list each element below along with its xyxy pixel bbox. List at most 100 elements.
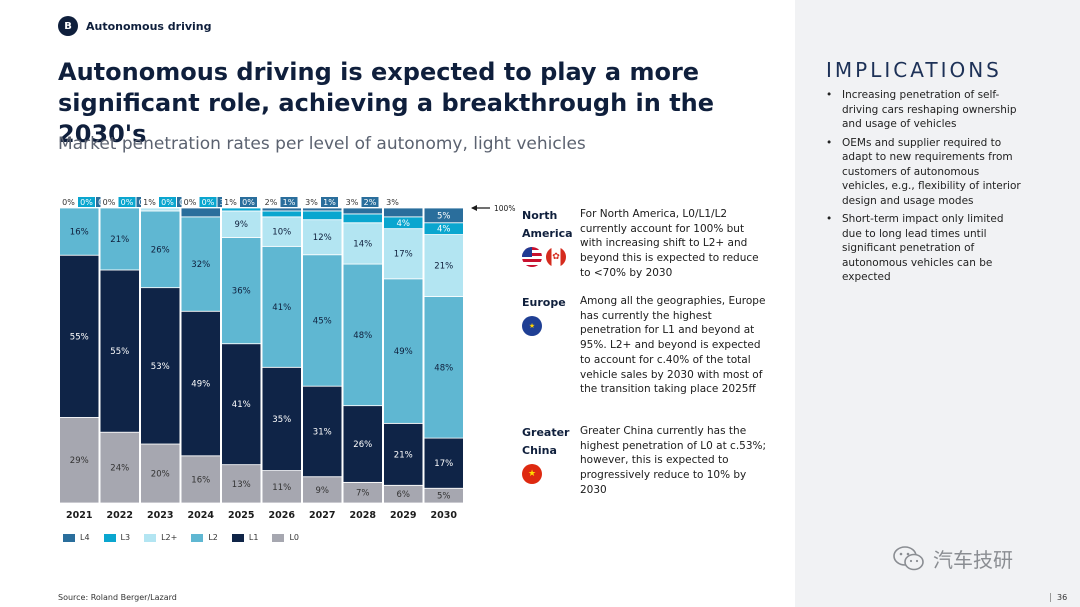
data-label-l4-2028: 2%	[364, 198, 377, 207]
data-label-l2-2030: 48%	[434, 363, 453, 373]
bar-segment-l4-2024	[180, 207, 221, 218]
bar-segment-l2plus-2030	[423, 234, 464, 297]
data-label-l0-2021: 29%	[70, 456, 89, 466]
data-label-l0-2026: 11%	[272, 483, 291, 493]
wechat-icon	[893, 545, 924, 570]
x-tick-label-2023: 2023	[147, 510, 173, 521]
region-header: Greater China ★	[522, 424, 580, 498]
legend-item-l3: L3	[103, 533, 130, 542]
implication-item: Increasing penetration of self-driving c…	[826, 88, 1026, 132]
region-name: Greater China	[522, 426, 570, 457]
bar-segment-l2plus-2028	[342, 222, 383, 265]
x-tick-label-2021: 2021	[66, 510, 92, 521]
legend-item-l4: L4	[63, 533, 90, 542]
data-label-l1-2021: 55%	[70, 332, 89, 342]
data-label-l2plus-2026: 10%	[272, 228, 291, 238]
x-tick-label-2026: 2026	[269, 510, 296, 521]
bar-segment-l4-2028	[342, 207, 383, 215]
data-label-l1-2023: 53%	[151, 362, 170, 372]
implication-item: OEMs and supplier required to adapt to n…	[826, 136, 1026, 209]
legend-swatch-l0	[272, 533, 285, 542]
data-label-l3-2030: 4%	[437, 225, 451, 235]
data-label-l2-2022: 21%	[110, 235, 129, 245]
legend-swatch-l2plus	[144, 533, 157, 542]
data-label-l2-2025: 36%	[232, 287, 251, 297]
data-label-l0-2028: 7%	[356, 489, 370, 499]
region-header: Europe ★	[522, 294, 580, 397]
small-label-bg-l4-2026	[280, 197, 298, 207]
bar-segment-l2-2029	[383, 278, 424, 424]
small-label-bg-l2plus-2021	[60, 197, 77, 207]
data-label-l2-2023: 26%	[151, 245, 170, 255]
implications-title: IMPLICATIONS	[826, 58, 1002, 82]
region-text: Among all the geographies, Europe has cu…	[580, 295, 766, 396]
bar-segment-l4-2026	[261, 207, 302, 212]
hundred-percent-label: 100%	[494, 204, 515, 213]
small-label-bg-l3-2024	[199, 197, 217, 207]
region-greater-china: Greater China ★ Greater China currently …	[522, 424, 767, 498]
page-title: Autonomous driving is expected to play a…	[58, 58, 715, 148]
legend-swatch-l4	[63, 533, 75, 542]
data-label-l4-2027: 1%	[323, 198, 336, 207]
small-label-bg-l4-2029	[384, 197, 401, 207]
small-label-bg-l2plus-2024	[181, 197, 199, 207]
data-label-l2-2024: 32%	[191, 260, 210, 270]
data-label-l3-2026: 2%	[265, 198, 278, 207]
data-label-l1-2028: 26%	[353, 440, 372, 450]
data-label-l0-2024: 16%	[191, 475, 210, 485]
data-label-l1-2025: 41%	[232, 400, 251, 410]
bar-segment-l2-2030	[423, 296, 464, 439]
small-label-bg-l3-2028	[343, 197, 361, 207]
small-label-bg-l3-2027	[303, 197, 320, 207]
data-label-l4-2025: 0%	[242, 198, 255, 207]
chart-legend: L4 L3 L2+ L2 L1 L0	[63, 533, 299, 542]
data-label-l3-2021: 0%	[80, 198, 93, 207]
data-label-l3-2029: 4%	[397, 219, 411, 229]
canada-flag-icon: ✿	[546, 247, 566, 267]
bar-segment-l2plus-2026	[261, 216, 302, 247]
data-label-l2plus-2022: 0%	[103, 198, 116, 207]
implication-item: Short-term impact only limited due to lo…	[826, 212, 1026, 285]
data-label-l0-2022: 24%	[110, 464, 129, 474]
data-label-l2plus-2028: 14%	[353, 239, 372, 249]
data-label-l1-2029: 21%	[394, 450, 413, 460]
data-label-l2-2027: 45%	[313, 316, 332, 326]
chart-subtitle: Market penetration rates per level of au…	[58, 134, 586, 154]
bar-segment-l2-2025	[221, 237, 262, 345]
hundred-percent-arrowhead	[471, 205, 477, 211]
region-name: Europe	[522, 296, 566, 309]
small-label-bg-l2plus-2022	[100, 197, 118, 207]
bar-segment-l2plus-2025	[221, 210, 262, 238]
page-number: 36	[1050, 593, 1067, 602]
bar-segment-l4-2030	[423, 207, 464, 224]
data-label-l4-2030: 5%	[437, 211, 451, 221]
region-text: For North America, L0/L1/L2 currently ac…	[580, 208, 759, 279]
small-label-bg-l3-2023	[159, 197, 176, 207]
small-label-bg-l4-2025	[240, 197, 257, 207]
data-label-l2plus-2025: 9%	[235, 220, 249, 230]
bar-segment-l0-2025	[221, 464, 262, 504]
section-tag: B Autonomous driving	[58, 16, 212, 36]
legend-item-l2plus: L2+	[144, 533, 177, 542]
x-tick-label-2022: 2022	[107, 510, 133, 521]
small-label-bg-l3-2025	[222, 197, 239, 207]
data-label-l4-2029: 3%	[386, 198, 399, 207]
flags: ★	[522, 316, 580, 336]
data-label-l2plus-2023: 1%	[143, 198, 156, 207]
eu-flag-icon: ★	[522, 316, 542, 336]
bar-segment-l1-2030	[423, 437, 464, 489]
data-label-l0-2025: 13%	[232, 480, 251, 490]
bar-segment-l2-2021	[59, 207, 100, 256]
data-label-l0-2027: 9%	[316, 486, 330, 496]
bar-segment-l2-2022	[99, 207, 140, 271]
data-label-l0-2029: 6%	[397, 490, 411, 500]
data-label-l1-2024: 49%	[191, 380, 210, 390]
legend-item-l1: L1	[231, 533, 258, 542]
region-europe: Europe ★ Among all the geographies, Euro…	[522, 294, 767, 397]
legend-swatch-l1	[231, 533, 244, 542]
x-tick-label-2030: 2030	[431, 510, 458, 521]
bar-segment-l1-2024	[180, 310, 221, 457]
flags: ✿	[522, 247, 580, 267]
section-badge: B	[58, 16, 78, 36]
legend-label-l2plus: L2+	[161, 533, 178, 542]
